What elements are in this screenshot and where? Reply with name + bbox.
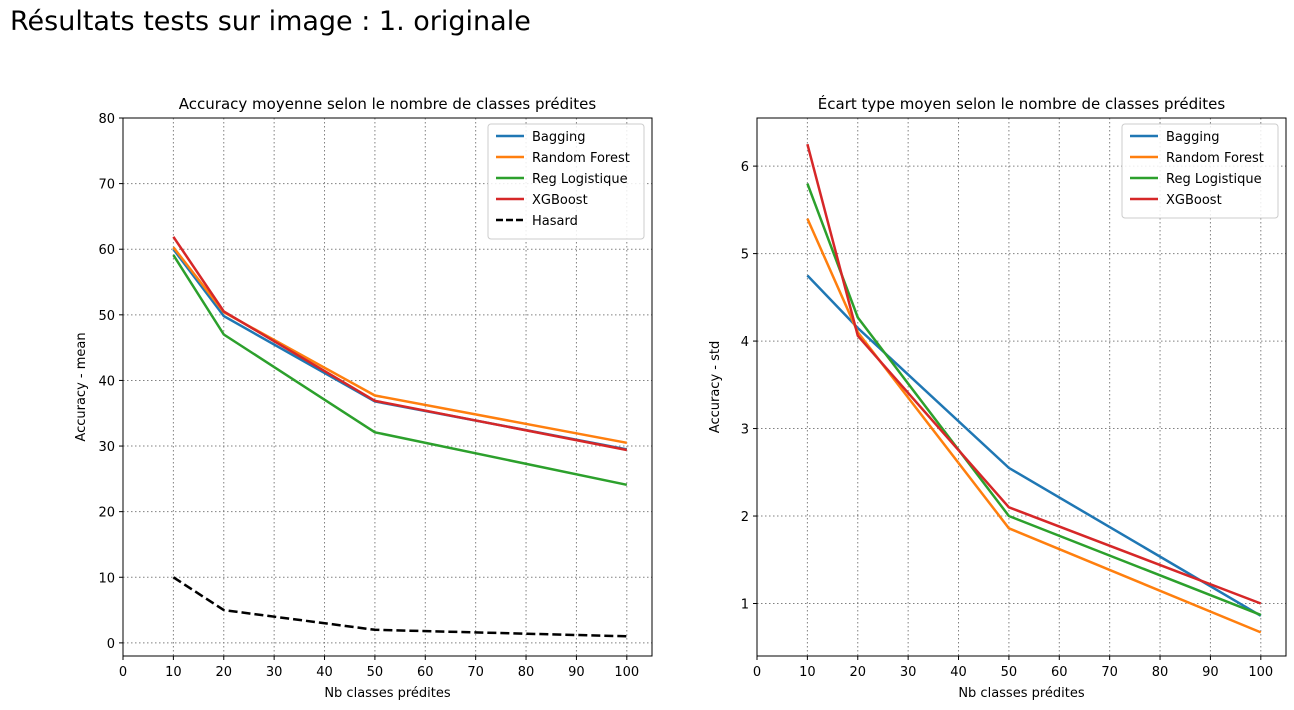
y-tick-label: 40 — [98, 374, 115, 389]
series-line-reg-logistique — [806, 183, 1262, 617]
y-tick-label: 80 — [98, 112, 115, 127]
legend-label: Hasard — [532, 214, 578, 229]
legend-label: Bagging — [1166, 130, 1220, 145]
y-axis-label: Accuracy - std — [708, 341, 723, 433]
y-tick-label: 30 — [98, 440, 115, 455]
figure-title: Résultats tests sur image : 1. originale — [10, 6, 531, 37]
y-tick-label: 6 — [741, 160, 749, 175]
x-tick-label: 80 — [1152, 665, 1169, 680]
legend-label: XGBoost — [1166, 193, 1222, 208]
chart-title: Écart type moyen selon le nombre de clas… — [818, 94, 1226, 113]
x-tick-label: 50 — [367, 665, 384, 680]
y-tick-label: 1 — [741, 598, 749, 613]
chart-accuracy-mean: 0 10 20 30 40 50 60 70 80 90 100 0 10 20 30 40 50 60 70 80 A… — [74, 95, 653, 701]
legend-box — [1121, 123, 1279, 219]
x-tick-label: 70 — [467, 665, 484, 680]
y-tick-label: 60 — [98, 243, 115, 258]
legend-label: Random Forest — [532, 151, 630, 166]
y-tick-label: 70 — [98, 178, 115, 193]
x-tick-label: 80 — [518, 665, 535, 680]
series-line-random-forest — [806, 218, 1262, 634]
legend-label: Reg Logistique — [532, 172, 628, 187]
x-tick-label: 70 — [1101, 665, 1118, 680]
y-tick-label: 4 — [741, 335, 749, 350]
legend-label: XGBoost — [532, 193, 588, 208]
y-tick-label: 0 — [107, 637, 115, 652]
x-tick-label: 10 — [165, 665, 182, 680]
x-axis-label: Nb classes prédites — [958, 686, 1085, 701]
x-tick-label: 0 — [119, 665, 127, 680]
x-tick-label: 40 — [316, 665, 333, 680]
plot-frame — [122, 117, 653, 657]
series-line-reg-logistique — [172, 254, 628, 487]
x-tick-label: 20 — [849, 665, 866, 680]
series-line-bagging — [806, 274, 1262, 617]
y-tick-label: 50 — [98, 309, 115, 324]
chart-title: Accuracy moyenne selon le nombre de clas… — [179, 95, 597, 113]
legend: Bagging Random Forest Reg Logistique XGBoos… — [1121, 123, 1279, 219]
chart-accuracy-std: 0 10 20 30 40 50 60 70 80 90 100 1 2 3 4 5 6 Écart type m… — [708, 94, 1287, 701]
x-tick-label: 60 — [417, 665, 434, 680]
x-tick-label: 30 — [900, 665, 917, 680]
x-tick-label: 90 — [568, 665, 585, 680]
y-tick-label: 20 — [98, 506, 115, 521]
x-tick-label: 90 — [1202, 665, 1219, 680]
x-tick-label: 20 — [215, 665, 232, 680]
x-tick-label: 0 — [753, 665, 761, 680]
x-tick-label: 40 — [950, 665, 967, 680]
y-tick-label: 2 — [741, 510, 749, 525]
x-tick-label: 100 — [614, 665, 639, 680]
y-tick-label: 5 — [741, 248, 749, 263]
series-line-xgboost — [806, 143, 1262, 605]
x-axis-label: Nb classes prédites — [324, 686, 451, 701]
legend-label: Reg Logistique — [1166, 172, 1262, 187]
y-tick-label: 10 — [98, 571, 115, 586]
series-line-random-forest — [172, 246, 628, 445]
legend-label: Bagging — [532, 130, 586, 145]
y-axis-label: Accuracy - mean — [74, 332, 89, 441]
legend-box — [487, 123, 645, 240]
x-tick-label: 50 — [1001, 665, 1018, 680]
legend: Bagging Random Forest Reg Logistique XGBoos… — [487, 123, 645, 240]
x-tick-label: 10 — [799, 665, 816, 680]
series-line-xgboost — [172, 236, 628, 452]
plot-frame — [756, 117, 1287, 657]
series-line-hasard — [172, 576, 627, 638]
series-line-bagging — [172, 248, 628, 451]
x-tick-label: 30 — [266, 665, 283, 680]
legend-label: Random Forest — [1166, 151, 1264, 166]
x-tick-label: 100 — [1248, 665, 1273, 680]
y-tick-label: 3 — [741, 423, 749, 438]
x-tick-label: 60 — [1051, 665, 1068, 680]
